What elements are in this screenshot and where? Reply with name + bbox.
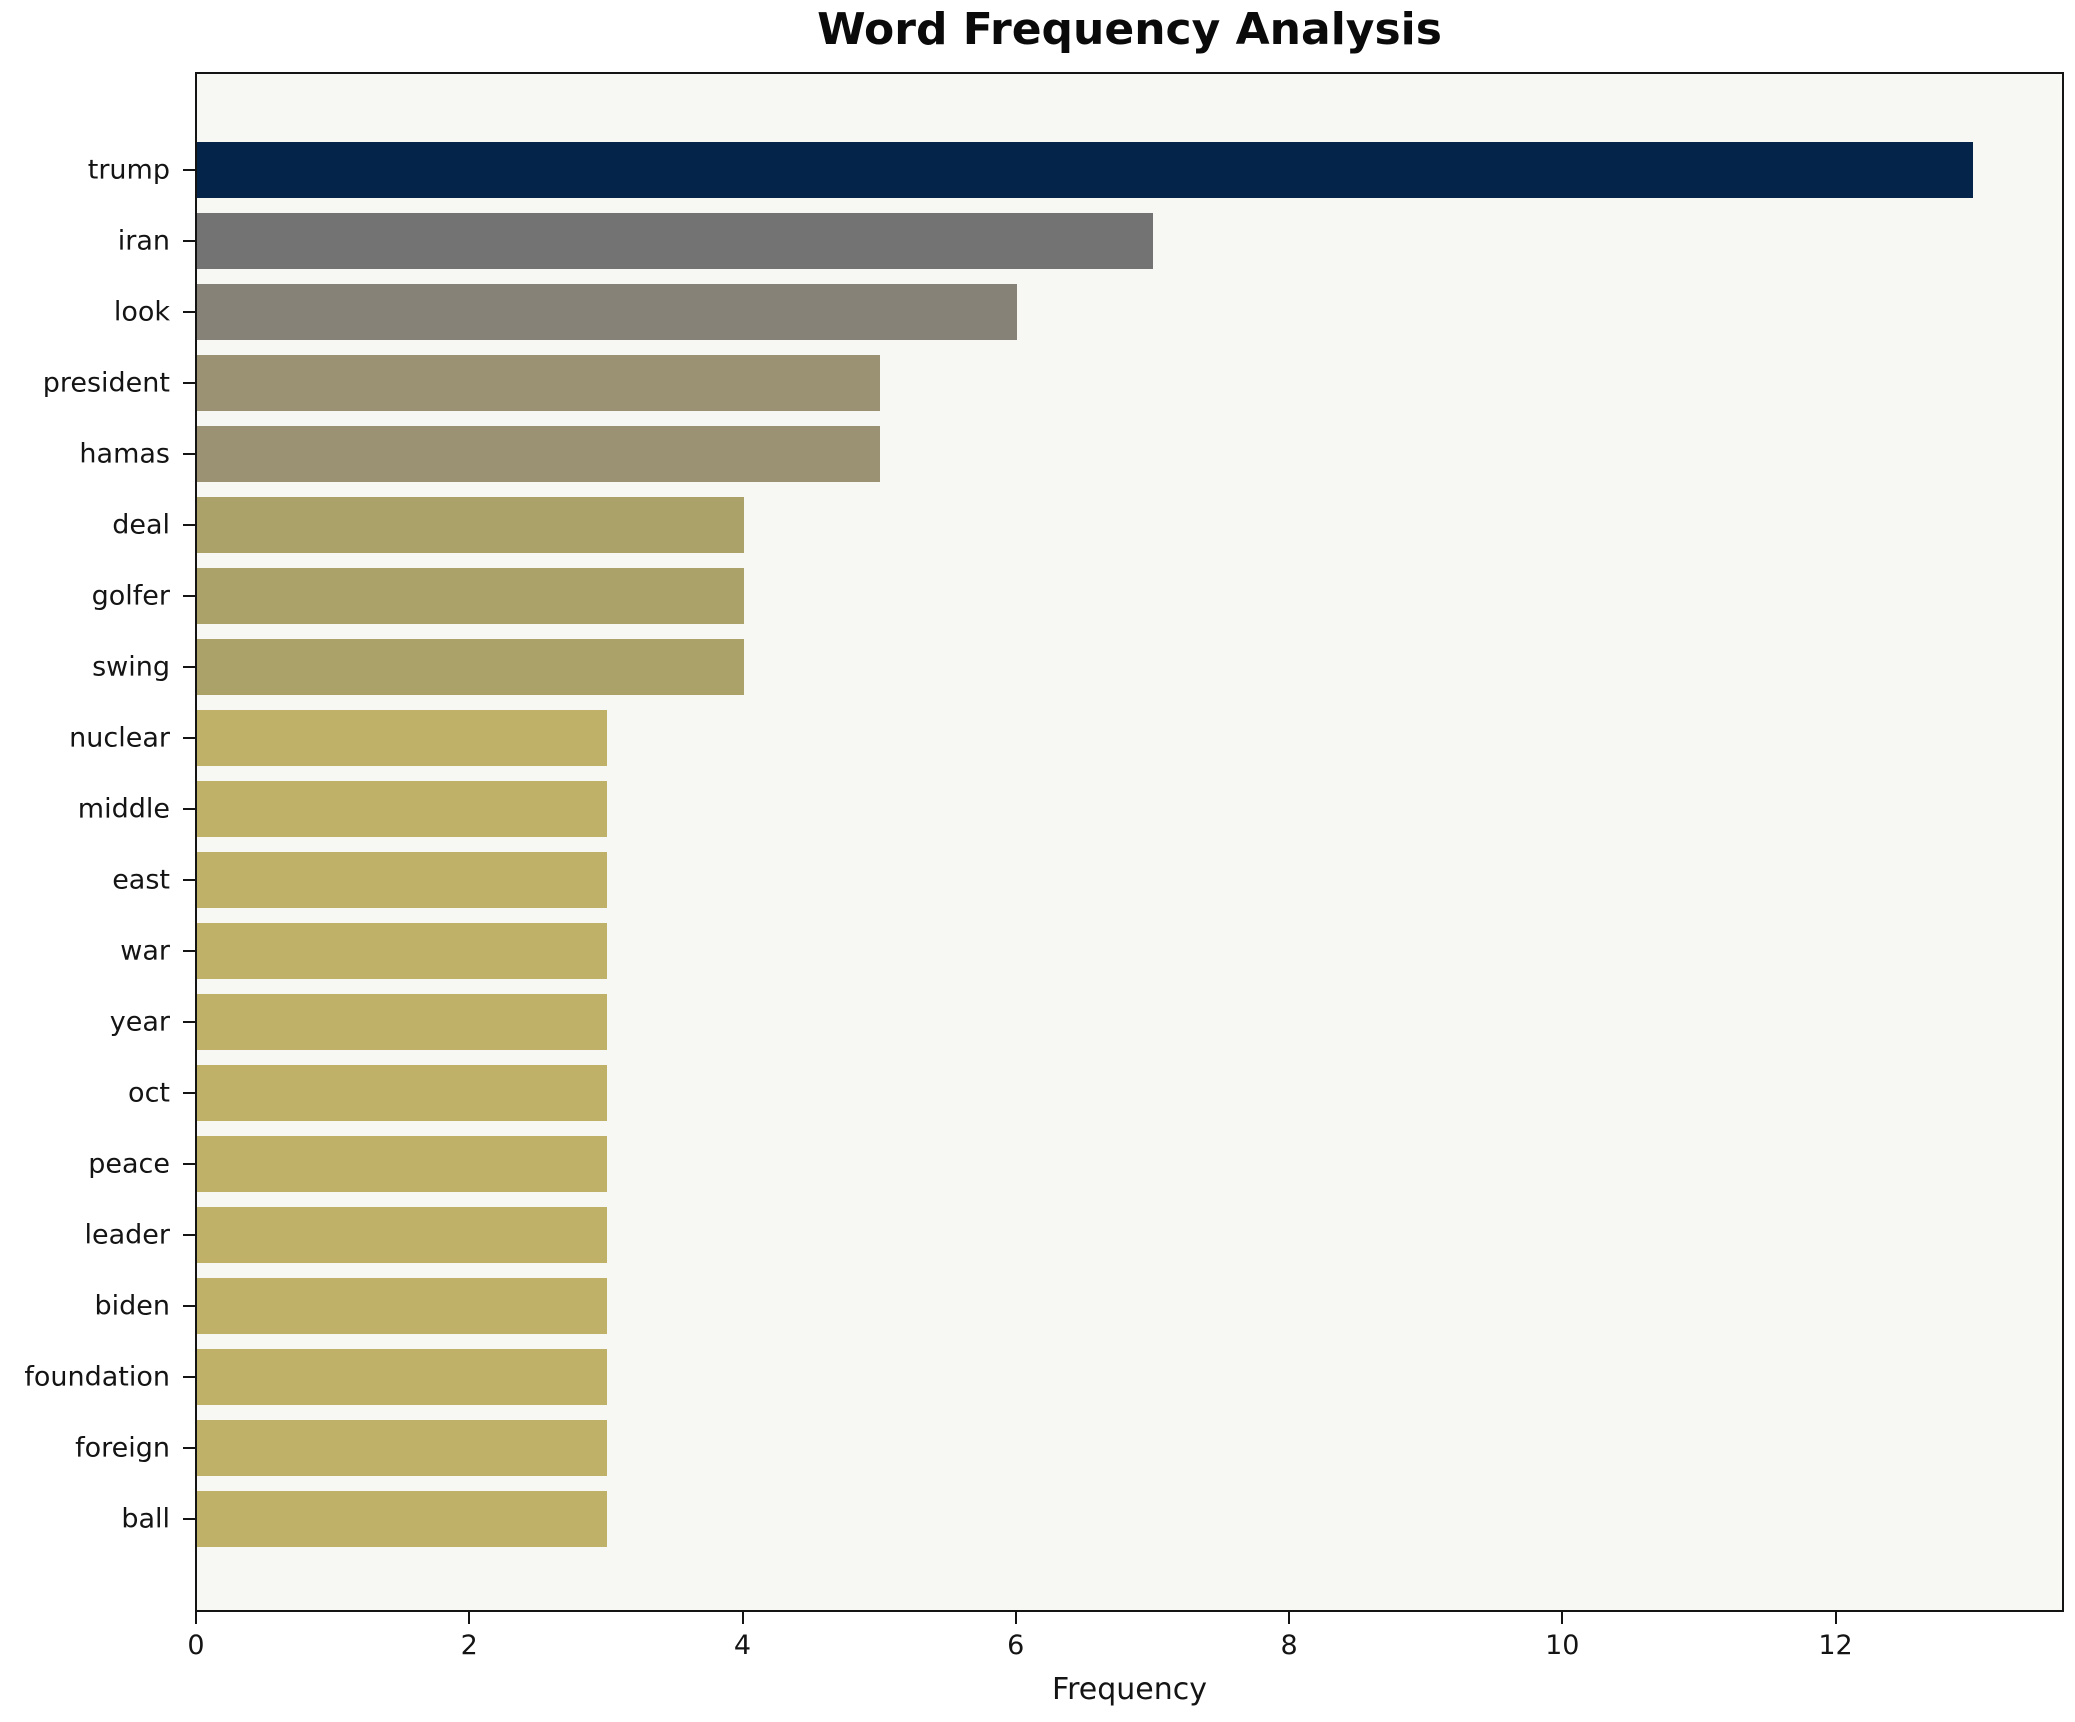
y-tick-mark [183, 1020, 195, 1023]
bar-president [197, 354, 881, 411]
bar-deal [197, 496, 744, 553]
y-tick-label-peace: peace [88, 1148, 170, 1179]
bar-nuclear [197, 709, 607, 766]
y-tick-label-east: east [112, 864, 170, 895]
bar-middle [197, 780, 607, 837]
bar-row [197, 1270, 2062, 1341]
y-tick-mark [183, 665, 195, 668]
y-tick-label-biden: biden [94, 1290, 170, 1321]
x-tick-label-6: 6 [1007, 1630, 1025, 1661]
x-tick-label-4: 4 [733, 1630, 752, 1661]
y-tick-mark [183, 736, 195, 739]
y-tick-mark [183, 239, 195, 242]
y-tick-mark [183, 594, 195, 597]
y-tick-mark [183, 807, 195, 810]
bar-trump [197, 141, 1974, 198]
y-tick-label-foreign: foreign [75, 1432, 170, 1463]
y-tick-label-oct: oct [128, 1077, 170, 1108]
x-axis-label: Frequency [1052, 1672, 1207, 1707]
bar-row [197, 773, 2062, 844]
y-tick-mark [183, 1233, 195, 1236]
y-tick-mark [183, 1162, 195, 1165]
bar-row [197, 844, 2062, 915]
bar-row [197, 631, 2062, 702]
bar-row [197, 1128, 2062, 1199]
bar-row [197, 1057, 2062, 1128]
bar-row [197, 1412, 2062, 1483]
bar-row [197, 915, 2062, 986]
y-tick-mark [183, 381, 195, 384]
bar-row [197, 1483, 2062, 1554]
bar-east [197, 851, 607, 908]
y-tick-mark [183, 168, 195, 171]
y-tick-mark [183, 310, 195, 313]
y-tick-label-nuclear: nuclear [69, 722, 170, 753]
x-tick-mark [1561, 1612, 1564, 1624]
y-tick-label-middle: middle [77, 793, 170, 824]
x-tick-label-10: 10 [1545, 1630, 1580, 1661]
x-tick-mark [1288, 1612, 1291, 1624]
bar-foreign [197, 1419, 607, 1476]
x-tick-label-12: 12 [1818, 1630, 1853, 1661]
bars-container [197, 134, 2062, 1554]
y-tick-mark [183, 1091, 195, 1094]
bar-peace [197, 1135, 607, 1192]
y-tick-mark [183, 1446, 195, 1449]
y-tick-label-deal: deal [112, 509, 170, 540]
x-tick-label-8: 8 [1280, 1630, 1298, 1661]
bar-ball [197, 1490, 607, 1547]
bar-row [197, 134, 2062, 205]
y-tick-label-ball: ball [121, 1503, 170, 1534]
y-tick-label-trump: trump [87, 154, 170, 185]
bar-row [197, 1341, 2062, 1412]
y-tick-label-foundation: foundation [24, 1361, 170, 1392]
bar-swing [197, 638, 744, 695]
bar-foundation [197, 1348, 607, 1405]
x-tick-mark [1014, 1612, 1017, 1624]
y-tick-label-leader: leader [84, 1219, 170, 1250]
bar-row [197, 560, 2062, 631]
bar-biden [197, 1277, 607, 1334]
y-tick-mark [183, 452, 195, 455]
bar-hamas [197, 425, 881, 482]
y-tick-label-iran: iran [117, 225, 170, 256]
y-tick-label-war: war [120, 935, 170, 966]
y-tick-mark [183, 1304, 195, 1307]
y-tick-mark [183, 523, 195, 526]
y-tick-mark [183, 1375, 195, 1378]
x-tick-mark [195, 1612, 197, 1624]
x-tick-label-2: 2 [460, 1630, 478, 1661]
y-tick-label-year: year [109, 1006, 170, 1037]
bar-row [197, 489, 2062, 560]
y-tick-mark [183, 949, 195, 952]
bar-war [197, 922, 607, 979]
bar-iran [197, 212, 1154, 269]
y-tick-label-president: president [42, 367, 170, 398]
bar-row [197, 418, 2062, 489]
x-tick-mark [468, 1612, 471, 1624]
x-tick-label-0: 0 [187, 1630, 205, 1661]
bar-row [197, 276, 2062, 347]
bar-row [197, 1199, 2062, 1270]
bar-leader [197, 1206, 607, 1263]
x-tick-mark [741, 1612, 744, 1624]
bar-row [197, 347, 2062, 418]
y-tick-label-golfer: golfer [91, 580, 170, 611]
y-tick-label-hamas: hamas [79, 438, 170, 469]
y-tick-mark [183, 1517, 195, 1520]
y-tick-label-swing: swing [92, 651, 170, 682]
bar-golfer [197, 567, 744, 624]
plot-area [195, 72, 2064, 1612]
y-tick-label-look: look [113, 296, 170, 327]
bar-row [197, 986, 2062, 1057]
bar-row [197, 205, 2062, 276]
chart-title: Word Frequency Analysis [817, 4, 1442, 55]
bar-oct [197, 1064, 607, 1121]
bar-year [197, 993, 607, 1050]
y-tick-mark [183, 878, 195, 881]
x-tick-mark [1834, 1612, 1837, 1624]
bar-row [197, 702, 2062, 773]
bar-look [197, 283, 1017, 340]
